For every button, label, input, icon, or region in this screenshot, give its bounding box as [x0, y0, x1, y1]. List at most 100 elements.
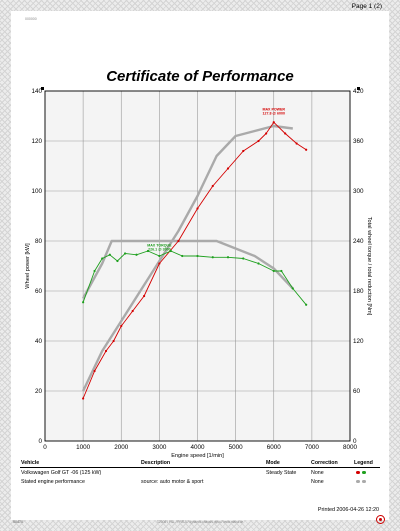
- row-correction: None: [311, 469, 324, 476]
- table-row-stated-performance: Stated engine performance source: auto m…: [20, 477, 380, 486]
- data-point: [272, 121, 275, 124]
- data-point: [123, 252, 127, 255]
- legend-swatch-red-power: [356, 470, 360, 474]
- annotation-label: 226.1 @ 3000: [148, 248, 171, 252]
- data-point: [135, 253, 138, 256]
- data-point: [242, 257, 245, 260]
- data-point: [265, 132, 268, 135]
- data-point: [131, 309, 134, 313]
- legend-swatch-gray-power: [356, 479, 360, 483]
- data-point: [284, 132, 287, 135]
- data-point: [257, 262, 260, 265]
- data-point: [257, 139, 260, 143]
- data-point: [295, 142, 298, 145]
- data-point: [82, 397, 85, 400]
- legend-table: Vehicle Description Mode Correction Lege…: [20, 458, 380, 486]
- legend-swatch-green-torque: [362, 470, 366, 474]
- row-mode: Steady State: [266, 469, 297, 476]
- page-number: Page 1 (2): [351, 3, 382, 10]
- y2-axis-label: Total wheel torque / total reduction [Nm…: [366, 217, 372, 316]
- data-point: [158, 254, 161, 258]
- data-point: [272, 269, 275, 273]
- data-point: [143, 294, 146, 298]
- data-point: [120, 324, 123, 328]
- y-tick-label: 80: [35, 238, 43, 245]
- plot-frame: [44, 90, 351, 442]
- y2-tick-label: 120: [353, 338, 364, 345]
- data-point: [211, 184, 214, 188]
- x-tick-label: 2000: [114, 444, 129, 451]
- annotation-label: 127.8 @ 6000: [263, 112, 286, 116]
- data-point: [112, 339, 115, 343]
- y2-tick-label: 180: [353, 288, 364, 295]
- data-point: [242, 149, 245, 153]
- maha-logo-icon: [376, 515, 385, 524]
- series-line-stated-2: [82, 124, 293, 392]
- x-tick-label: 8000: [343, 444, 358, 451]
- y-tick-label: 100: [31, 188, 42, 195]
- x-tick-label: 1000: [76, 444, 91, 451]
- y2-tick-label: 360: [353, 138, 364, 145]
- table-row-measured-vehicle: Volkswagen Golf GT -06 (125 kW) Steady S…: [20, 468, 380, 477]
- data-point: [305, 303, 308, 306]
- data-point: [104, 349, 108, 353]
- data-point: [291, 287, 294, 290]
- footer-id: 00470: [13, 520, 23, 524]
- x-tick-label: 6000: [267, 444, 282, 451]
- y2-tick-label: 60: [353, 388, 361, 395]
- y-axis-label: Wheel power [kW]: [25, 243, 31, 289]
- data-point: [158, 262, 161, 265]
- y2-tick-label: 240: [353, 238, 364, 245]
- header-legend: Legend: [354, 459, 373, 466]
- x-tick-label: 0: [43, 444, 47, 451]
- data-point: [280, 269, 283, 273]
- header-description: Description: [141, 459, 171, 466]
- data-point: [116, 259, 119, 263]
- y-tick-label: 140: [31, 88, 42, 95]
- series-line-stated-3: [82, 239, 294, 300]
- data-point: [108, 253, 111, 256]
- legend-table-header: Vehicle Description Mode Correction Lege…: [20, 458, 380, 468]
- data-point: [146, 249, 150, 253]
- y-tick-label: 40: [35, 338, 43, 345]
- row-vehicle: Stated engine performance: [21, 478, 85, 485]
- footer-copyright: ©2006 / P&L / PRS-5 / dynamic chassis dy…: [156, 520, 244, 524]
- series-line-measured-1: [82, 250, 307, 306]
- header-mode: Mode: [266, 459, 280, 466]
- data-point: [169, 249, 172, 253]
- row-correction: None: [311, 478, 324, 485]
- x-tick-label: 3000: [152, 444, 167, 451]
- printed-date: Printed 2006-04-26 12:20: [317, 507, 379, 513]
- data-point: [196, 207, 199, 210]
- row-description: source: auto motor & sport: [141, 478, 204, 485]
- data-point: [93, 369, 96, 373]
- data-point: [196, 254, 199, 258]
- x-axis-label: Engine speed [1/min]: [171, 453, 224, 459]
- data-point: [181, 254, 184, 258]
- y2-tick-label: 420: [353, 88, 364, 95]
- row-vehicle: Volkswagen Golf GT -06 (125 kW): [21, 469, 102, 476]
- header-correction: Correction: [311, 459, 338, 466]
- header-vehicle: Vehicle: [21, 459, 40, 466]
- annotation-label: MAX POWER: [262, 108, 285, 112]
- annotation-label: MAX TORQUE: [147, 244, 172, 248]
- y2-tick-label: 0: [353, 438, 357, 445]
- data-point: [305, 148, 308, 151]
- data-point: [101, 257, 104, 260]
- certificate-page: Page 1 (2) 000000 Certificate of Perform…: [11, 3, 389, 524]
- chart-title: Certificate of Performance: [106, 68, 294, 85]
- legend-swatch-gray-torque: [362, 479, 366, 483]
- y-tick-label: 0: [38, 438, 42, 445]
- data-point: [93, 269, 96, 273]
- data-point: [226, 256, 230, 259]
- document-id: 000000: [25, 17, 37, 21]
- y-tick-label: 120: [31, 138, 42, 145]
- y2-tick-label: 300: [353, 188, 364, 195]
- y-tick-label: 20: [35, 388, 43, 395]
- x-tick-label: 5000: [229, 444, 244, 451]
- data-point: [211, 256, 214, 259]
- crop-mark-right: [357, 87, 360, 90]
- data-point: [226, 167, 230, 170]
- crop-mark-left: [41, 87, 44, 90]
